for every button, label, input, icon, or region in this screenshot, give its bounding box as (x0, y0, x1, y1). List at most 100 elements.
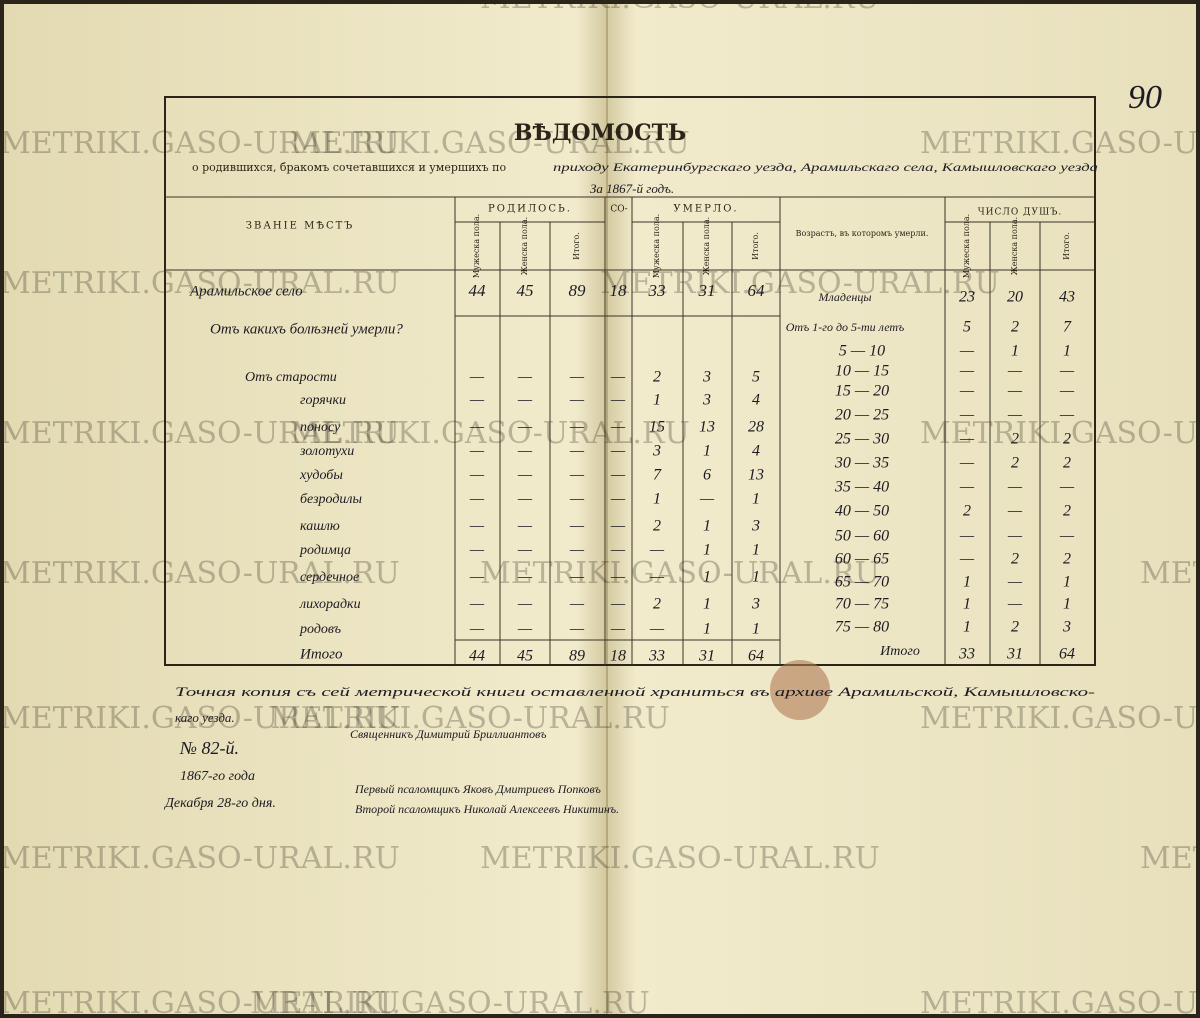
cell-value: 89 (569, 648, 585, 665)
paper (4, 4, 1196, 1014)
cell-value: 1 (1063, 574, 1071, 591)
cell-value: 3 (1062, 619, 1071, 636)
cell-value: — (517, 467, 533, 484)
cell-value: 1 (1011, 343, 1019, 360)
cell-value: — (959, 431, 975, 448)
footer-note: каго уезда. (175, 710, 235, 725)
watermark: METRIKI.GASO-URAL.RU (250, 986, 650, 1018)
cell-value: 6 (703, 467, 711, 484)
cell-value: 33 (958, 646, 975, 663)
cell-value: 1 (703, 621, 711, 638)
cell-value: 43 (1059, 289, 1075, 306)
cell-value: — (469, 491, 485, 508)
cell-value: — (569, 491, 585, 508)
cause-label: золотухи (299, 444, 354, 459)
age-label: 20 — 25 (835, 407, 889, 424)
cell-value: 2 (1011, 455, 1019, 472)
cell-value: 2 (653, 518, 661, 535)
column-header: Возрастъ, въ которомъ умерли. (796, 229, 929, 238)
sub-header: Мужеска пола. (652, 214, 661, 278)
cell-value: 7 (653, 467, 662, 484)
cell-value: — (469, 369, 485, 386)
cause-label: кашлю (300, 519, 340, 534)
footer-note: Декабря 28-го дня. (163, 796, 276, 811)
watermark: METRIKI.GASO-URAL.RU (0, 986, 400, 1018)
age-label: 50 — 60 (835, 528, 889, 545)
age-label: 30 — 35 (834, 455, 889, 472)
cell-value: — (610, 369, 626, 386)
cell-value: — (959, 343, 975, 360)
watermark: METRIKI.GASO-URAL.RU (1140, 556, 1200, 591)
cause-label: худобы (299, 468, 343, 483)
watermark: METRIKI.GASO-URAL.RU (920, 986, 1200, 1018)
cell-value: 1 (752, 621, 760, 638)
cell-value: — (469, 621, 485, 638)
cell-value: 3 (751, 518, 760, 535)
cell-value: 64 (748, 648, 764, 665)
cell-value: — (569, 621, 585, 638)
cell-value: 1 (653, 392, 661, 409)
cell-value: — (959, 455, 975, 472)
cell-value: — (469, 569, 485, 586)
cell-value: 2 (1063, 455, 1071, 472)
cause-label: безродилы (300, 492, 362, 507)
cell-value: — (1007, 383, 1023, 400)
cell-value: — (569, 392, 585, 409)
cell-value: 4 (752, 443, 760, 460)
cell-value: — (1007, 503, 1023, 520)
cell-value: 4 (752, 392, 760, 409)
watermark: METRIKI.GASO-URAL.RU (0, 556, 400, 591)
cell-value: 3 (702, 392, 711, 409)
cell-value: — (1007, 479, 1023, 496)
sub-header: Итого. (751, 232, 760, 260)
cell-value: — (569, 467, 585, 484)
age-label: 65 — 70 (835, 574, 889, 591)
cell-value: 5 (963, 319, 971, 336)
cell-value: — (1059, 383, 1075, 400)
cell-value: — (610, 596, 626, 613)
document-title: ВѢДОМОСТЬ (514, 120, 686, 146)
cell-value: — (517, 392, 533, 409)
cell-value: 1 (752, 569, 760, 586)
cell-value: 1 (703, 443, 711, 460)
cell-value: — (610, 542, 626, 559)
seal-stamp (770, 660, 830, 720)
cell-value: — (959, 363, 975, 380)
cell-value: — (517, 542, 533, 559)
cell-value: — (1007, 596, 1023, 613)
cell-value: 1 (1063, 596, 1071, 613)
cell-value: — (610, 419, 626, 436)
sub-header: Мужеска пола. (962, 214, 971, 278)
cell-value: 2 (1011, 319, 1019, 336)
cell-value: — (1059, 528, 1075, 545)
cell-value: 1 (752, 542, 760, 559)
cell-value: — (569, 596, 585, 613)
watermark: METRIKI.GASO-URAL.RU (0, 701, 400, 736)
cell-value: 2 (1011, 431, 1019, 448)
cell-value: — (517, 443, 533, 460)
cell-value: 1 (703, 518, 711, 535)
cell-value: — (610, 621, 626, 638)
watermark: METRIKI.GASO-URAL.RU (480, 841, 880, 876)
cell-value: — (469, 518, 485, 535)
cell-value: 15 (649, 419, 665, 436)
cell-value: — (517, 596, 533, 613)
cell-value: — (649, 569, 665, 586)
age-label: 75 — 80 (835, 619, 889, 636)
age-label: 40 — 50 (835, 503, 889, 520)
cell-value: — (569, 419, 585, 436)
watermark: METRIKI.GASO-URAL.RU (920, 416, 1200, 451)
cell-value: 18 (610, 648, 626, 665)
cell-value: 64 (748, 281, 766, 300)
cell-value: 18 (610, 281, 628, 300)
cell-value: 2 (1063, 551, 1071, 568)
cell-value: 45 (517, 648, 533, 665)
cell-value: — (469, 392, 485, 409)
watermark: METRIKI.GASO-URAL.RU (290, 126, 690, 161)
cell-value: 31 (698, 281, 716, 300)
cell-value: 1 (653, 491, 661, 508)
sub-header: Итого. (572, 232, 581, 260)
cell-value: — (959, 528, 975, 545)
cause-label: горячки (300, 393, 346, 408)
